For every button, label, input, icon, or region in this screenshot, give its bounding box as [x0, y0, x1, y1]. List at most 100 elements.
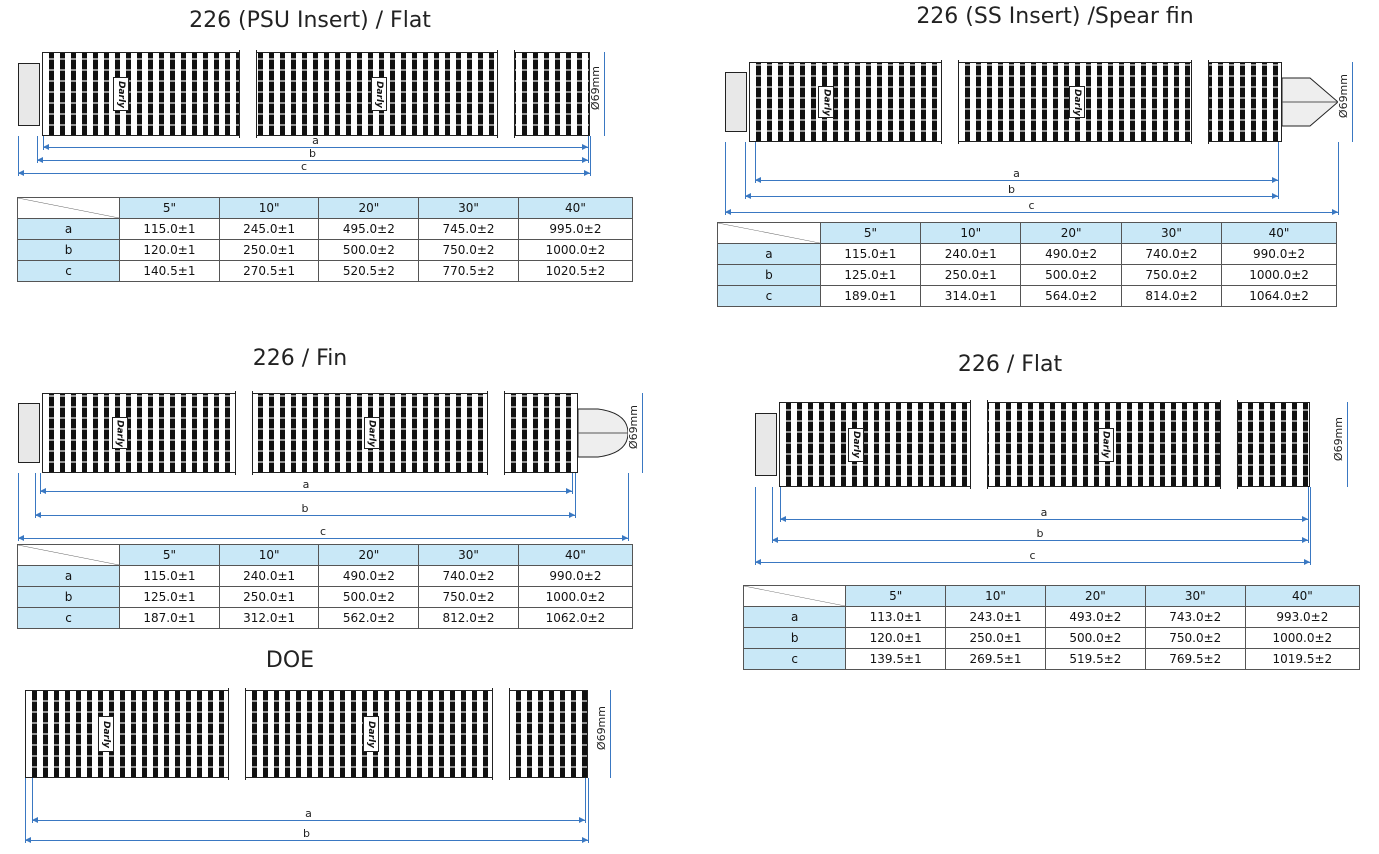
dimension-table: 5" 10" 20" 30" 40" a 115.0±1 240.0±1 490.0±2 740.… — [16, 544, 634, 629]
extension-line — [18, 136, 19, 176]
table-cell: 1019.5±2 — [1244, 648, 1361, 670]
table-row: c 139.5±1 269.5±1 519.5±2 769.5±2 1019.5±2 — [742, 648, 1361, 670]
table-cell: 495.0±2 — [318, 218, 420, 240]
break-line — [486, 391, 505, 475]
connector-end — [725, 72, 747, 132]
break-line — [227, 688, 246, 780]
extension-line — [18, 473, 19, 541]
extension-line — [588, 778, 589, 843]
column-header: 5" — [119, 197, 220, 219]
table-cell: 120.0±1 — [845, 627, 947, 649]
connector-end — [18, 62, 40, 126]
dimension-label-a: a — [1013, 167, 1020, 180]
row-label: b — [742, 627, 847, 649]
table-cell: 187.0±1 — [119, 607, 220, 629]
extension-line — [43, 136, 44, 150]
row-label: a — [16, 218, 121, 240]
table-cell: 115.0±1 — [119, 218, 220, 240]
table-cell: 745.0±2 — [418, 218, 519, 240]
table-cell: 520.5±2 — [318, 260, 420, 282]
table-cell: 500.0±2 — [1020, 264, 1122, 286]
row-label: b — [16, 239, 121, 261]
dimension-line-c — [725, 209, 1338, 215]
brand-logo: Darly — [362, 716, 379, 752]
table-cell: 740.0±2 — [418, 565, 519, 587]
extension-line — [1310, 487, 1311, 565]
extension-line — [1278, 142, 1279, 199]
table-cell: 1020.5±2 — [517, 260, 634, 282]
dimension-label-b: b — [303, 827, 310, 840]
brand-logo: Darly — [111, 417, 128, 449]
dimension-label-a: a — [1040, 506, 1048, 519]
table-cell: 740.0±2 — [1120, 243, 1223, 265]
dimension-line-a — [755, 177, 1278, 183]
table-cell: 493.0±2 — [1044, 606, 1146, 628]
extension-line — [25, 778, 26, 843]
table-cell: 990.0±2 — [1221, 243, 1337, 265]
diameter-dimension-line — [642, 393, 643, 473]
column-header: 5" — [819, 222, 922, 244]
column-header: 10" — [218, 544, 320, 566]
extension-line — [585, 778, 586, 823]
extension-line — [725, 142, 726, 215]
table-cell: 814.0±2 — [1120, 285, 1223, 307]
table-cell: 139.5±1 — [845, 648, 947, 670]
break-line — [496, 50, 515, 138]
extension-line — [575, 473, 576, 518]
dimension-table: 5" 10" 20" 30" 40" a 115.0±1 240.0±1 490.0±2 740.… — [717, 222, 1337, 307]
column-header: 20" — [318, 544, 420, 566]
table-cell: 269.5±1 — [945, 648, 1046, 670]
brand-logo: Darly — [1068, 86, 1085, 118]
table-cell: 519.5±2 — [1044, 648, 1146, 670]
table-cell: 770.5±2 — [418, 260, 519, 282]
diameter-dimension-line — [1347, 402, 1348, 487]
brand-logo: Darly — [818, 86, 835, 118]
diameter-label: Ø69mm — [1337, 74, 1350, 119]
table-cell: 769.5±2 — [1144, 648, 1246, 670]
break-line — [492, 688, 511, 780]
table-cell: 113.0±1 — [845, 606, 947, 628]
extension-line — [37, 136, 38, 163]
brand-logo: Darly — [113, 77, 130, 111]
table-cell: 743.0±2 — [1144, 606, 1246, 628]
table-cell: 490.0±2 — [1020, 243, 1122, 265]
extension-line — [1308, 487, 1309, 543]
column-header: 5" — [119, 544, 220, 566]
dimension-label-b: b — [309, 147, 316, 160]
table-cell: 1064.0±2 — [1221, 285, 1337, 307]
table-cell: 250.0±1 — [945, 627, 1046, 649]
table-cell: 189.0±1 — [819, 285, 922, 307]
extension-line — [780, 487, 781, 522]
dimension-line-b — [772, 537, 1308, 543]
row-label: b — [717, 264, 821, 286]
table-row: a 115.0±1 245.0±1 495.0±2 745.0±2 995.0±2 — [16, 218, 634, 240]
dimension-line-b — [35, 512, 575, 518]
table-cell: 314.0±1 — [920, 285, 1022, 307]
dimension-label-a: a — [302, 478, 310, 491]
column-header: 40" — [517, 197, 634, 219]
table-cell: 312.0±1 — [218, 607, 320, 629]
column-header: 20" — [1044, 585, 1146, 607]
fin-end — [578, 408, 628, 458]
table-cell: 1000.0±2 — [1221, 264, 1337, 286]
extension-line — [755, 142, 756, 183]
table-cell: 1000.0±2 — [1244, 627, 1361, 649]
table-cell: 250.0±1 — [920, 264, 1022, 286]
diagonal-divider — [744, 586, 846, 606]
column-header: 10" — [945, 585, 1046, 607]
table-cell: 115.0±1 — [119, 565, 220, 587]
column-header: 40" — [1244, 585, 1361, 607]
table-cell: 750.0±2 — [1120, 264, 1223, 286]
extension-line — [572, 473, 573, 494]
extension-line — [1338, 142, 1339, 215]
table-cell: 140.5±1 — [119, 260, 220, 282]
row-label: a — [742, 606, 847, 628]
table-cell: 125.0±1 — [819, 264, 922, 286]
extension-line — [35, 473, 36, 518]
brand-logo: Darly — [1097, 427, 1114, 462]
table-corner-cell — [16, 544, 121, 566]
dimension-line-a — [43, 144, 588, 150]
column-header: 20" — [318, 197, 420, 219]
column-header: 30" — [418, 197, 519, 219]
table-cell: 500.0±2 — [318, 586, 420, 608]
